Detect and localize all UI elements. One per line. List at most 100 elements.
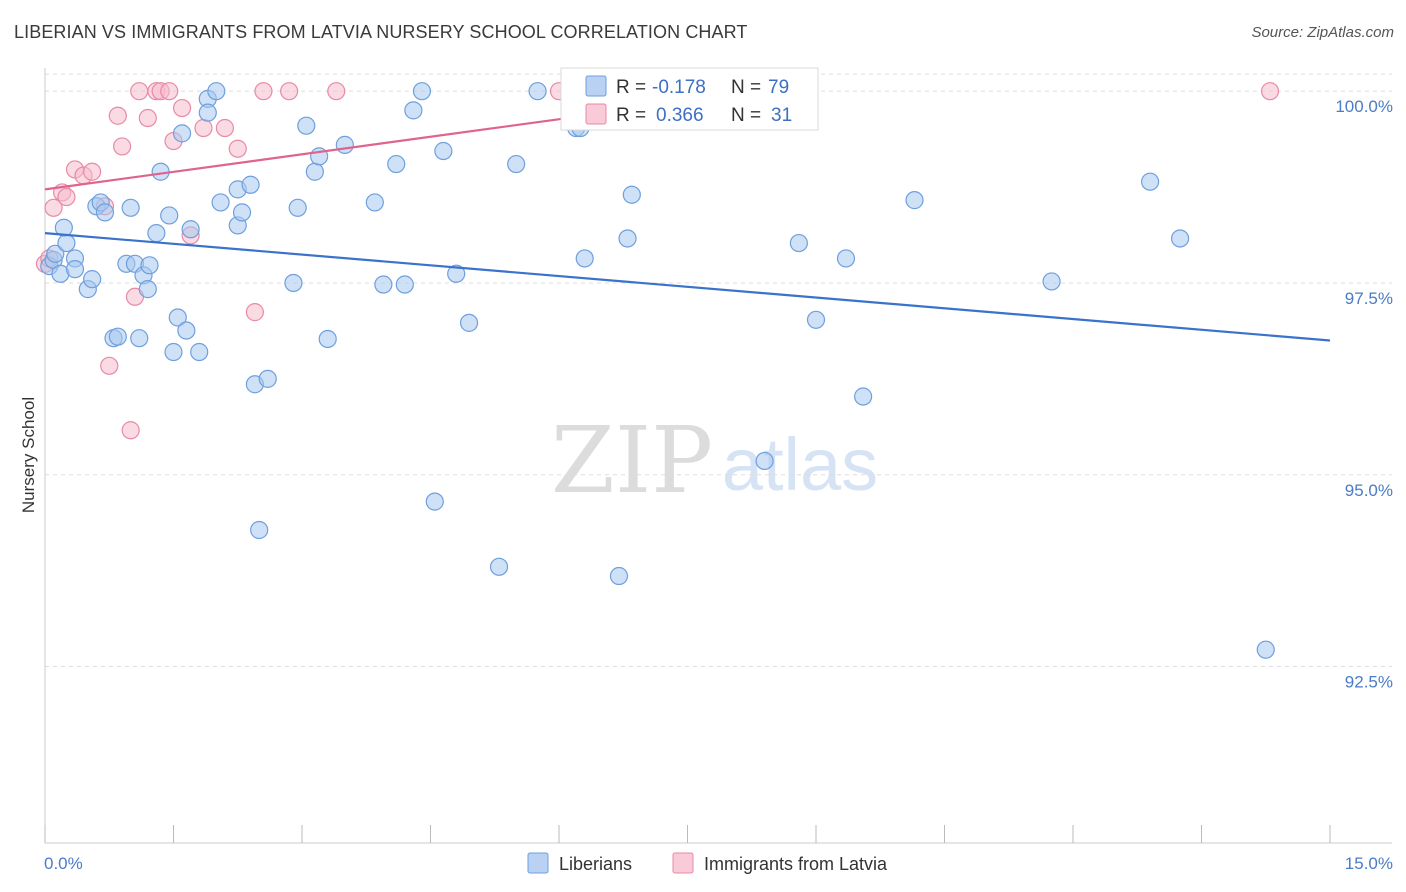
latvia-point bbox=[44, 198, 63, 217]
liberian-point bbox=[181, 220, 200, 239]
liberian-point bbox=[168, 308, 187, 327]
series-liberians-points bbox=[40, 82, 1275, 659]
liberian-point bbox=[241, 175, 260, 194]
trend-line-liberians bbox=[44, 232, 1331, 342]
liberian-point bbox=[622, 185, 641, 204]
latvia-point bbox=[121, 421, 140, 440]
x-tick-label: 0.0% bbox=[44, 854, 83, 873]
liberian-point bbox=[288, 198, 307, 217]
latvia-point bbox=[1260, 82, 1280, 101]
liberian-point bbox=[374, 275, 393, 294]
liberian-point bbox=[65, 260, 85, 279]
latvia-point bbox=[245, 303, 264, 322]
axes bbox=[44, 68, 1392, 844]
latvia-point bbox=[108, 106, 127, 125]
liberian-point bbox=[95, 203, 115, 222]
liberian-point bbox=[395, 275, 414, 294]
legend-swatch-latvia bbox=[672, 852, 694, 874]
liberian-point bbox=[387, 154, 406, 174]
latvia-point bbox=[130, 82, 149, 101]
liberian-point bbox=[130, 329, 149, 348]
latvia-point bbox=[194, 118, 213, 138]
x-tick-label: 15.0% bbox=[1345, 854, 1393, 873]
liberian-point bbox=[806, 310, 826, 329]
y-tick-label: 95.0% bbox=[1345, 481, 1393, 500]
liberian-point bbox=[207, 82, 226, 101]
liberian-point bbox=[905, 191, 924, 210]
stats-swatch-liberians bbox=[585, 75, 607, 97]
liberian-point bbox=[172, 124, 192, 143]
legend-label-liberians: Liberians bbox=[559, 854, 632, 874]
stats-r-value-latvia: 0.366 bbox=[656, 105, 704, 126]
liberian-point bbox=[425, 492, 444, 511]
liberian-point bbox=[121, 198, 140, 217]
legend-label-latvia: Immigrants from Latvia bbox=[704, 854, 888, 874]
liberian-point bbox=[318, 329, 337, 349]
liberian-point bbox=[258, 369, 277, 388]
liberian-point bbox=[489, 557, 509, 576]
liberian-point bbox=[335, 135, 354, 154]
liberian-point bbox=[190, 342, 209, 362]
y-axis-label: Nursery School bbox=[19, 397, 38, 513]
latvia-point bbox=[280, 82, 299, 101]
series-latvia-points bbox=[35, 82, 1280, 440]
liberian-point bbox=[57, 233, 76, 253]
y-tick-label: 97.5% bbox=[1345, 289, 1393, 308]
y-tick-label: 92.5% bbox=[1345, 673, 1393, 692]
latvia-point bbox=[138, 108, 157, 128]
y-tick-label: 100.0% bbox=[1335, 97, 1393, 116]
liberian-point bbox=[1256, 640, 1275, 659]
liberian-point bbox=[147, 224, 166, 243]
latvia-point bbox=[112, 137, 132, 156]
liberian-point bbox=[305, 162, 324, 181]
liberian-point bbox=[177, 321, 196, 340]
liberian-point bbox=[789, 233, 808, 253]
source-credit: Source: ZipAtlas.com bbox=[1251, 24, 1394, 41]
liberian-point bbox=[447, 264, 466, 283]
stats-r-value-liberians: -0.178 bbox=[652, 77, 706, 98]
latvia-point bbox=[83, 162, 102, 181]
liberian-point bbox=[528, 82, 547, 101]
liberian-point bbox=[365, 193, 384, 212]
liberian-point bbox=[618, 229, 637, 248]
stats-swatch-latvia bbox=[585, 103, 607, 125]
stats-r-label-latvia: R = bbox=[616, 105, 646, 126]
stats-n-label-latvia: N = bbox=[731, 105, 761, 126]
liberian-point bbox=[140, 256, 159, 275]
liberian-point bbox=[83, 270, 102, 289]
latvia-point bbox=[254, 82, 273, 101]
liberian-point bbox=[609, 566, 629, 586]
liberian-point bbox=[211, 193, 230, 212]
stats-box: R = -0.178 N = 79 R = 0.366 N = 31 bbox=[560, 67, 819, 131]
liberian-point bbox=[284, 273, 303, 293]
stats-n-value-latvia: 31 bbox=[771, 105, 792, 126]
stats-r-label-liberians: R = bbox=[616, 77, 646, 98]
x-tick-labels: 0.0% 15.0% bbox=[44, 854, 1393, 873]
liberian-point bbox=[854, 387, 873, 406]
liberian-point bbox=[575, 249, 594, 268]
legend: Liberians Immigrants from Latvia bbox=[527, 852, 888, 874]
latvia-point bbox=[57, 187, 76, 207]
liberian-point bbox=[198, 103, 217, 122]
latvia-point bbox=[228, 139, 247, 158]
liberian-point bbox=[836, 249, 856, 268]
y-tick-labels: 92.5% 95.0% 97.5% 100.0% bbox=[1335, 97, 1393, 691]
liberian-point bbox=[434, 141, 453, 161]
stats-n-value-liberians: 79 bbox=[768, 77, 789, 98]
liberian-point bbox=[108, 327, 127, 346]
chart-title: LIBERIAN VS IMMIGRANTS FROM LATVIA NURSE… bbox=[14, 22, 748, 42]
liberian-point bbox=[404, 101, 423, 120]
liberian-point bbox=[46, 244, 65, 263]
latvia-point bbox=[100, 356, 119, 375]
watermark-zip: ZIP bbox=[551, 407, 713, 514]
latvia-point bbox=[160, 82, 179, 101]
legend-swatch-liberians bbox=[527, 852, 549, 874]
liberian-point bbox=[1140, 172, 1160, 191]
liberian-point bbox=[250, 520, 269, 540]
liberian-point bbox=[755, 451, 774, 471]
liberian-point bbox=[412, 82, 432, 101]
liberian-point bbox=[138, 280, 157, 299]
latvia-point bbox=[327, 82, 346, 101]
stats-n-label-liberians: N = bbox=[731, 77, 761, 98]
